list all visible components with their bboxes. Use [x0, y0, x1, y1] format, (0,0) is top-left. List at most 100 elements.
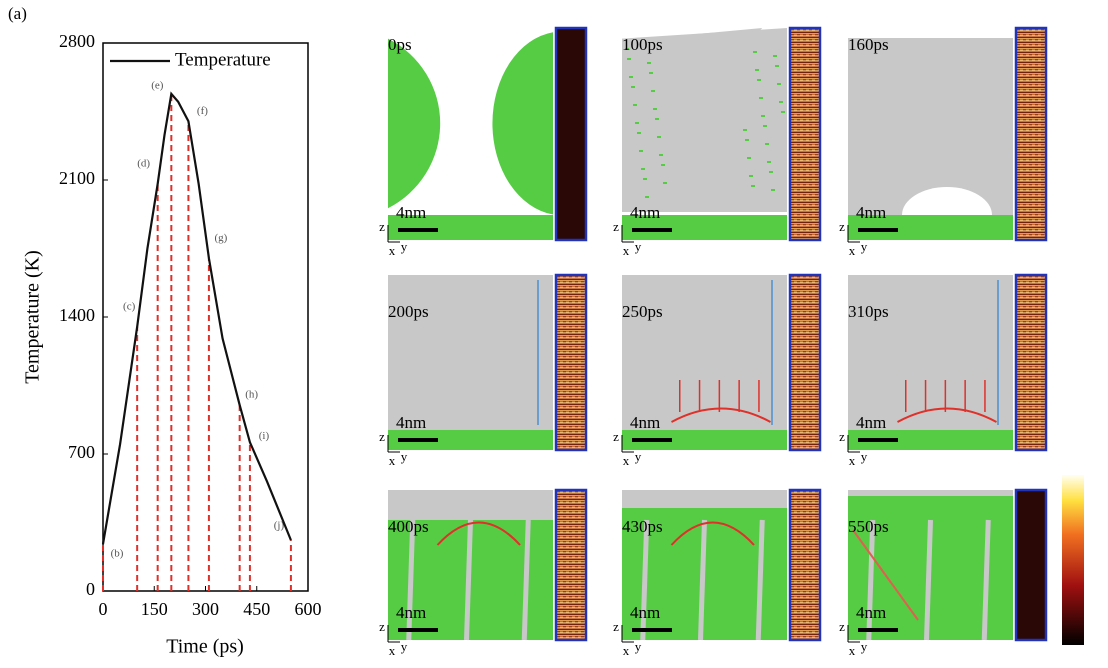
snapshot: 310ps 4nm zx y [839, 273, 1048, 468]
snapshot-shape [1014, 26, 1048, 242]
x-tick-label: 150 [141, 599, 168, 619]
axis-letter: x [623, 243, 630, 258]
snapshot-shape [655, 118, 659, 120]
snapshot-shape [769, 171, 773, 173]
marker-label: (j) [274, 520, 285, 532]
marker-label: (c) [123, 300, 136, 312]
x-tick-label: 300 [192, 599, 219, 619]
snapshot-shape [788, 273, 822, 452]
axis-letter: y [861, 639, 868, 654]
scale-bar-label: 4nm [396, 203, 426, 222]
axis-letter: x [623, 643, 630, 658]
axis-letter: z [613, 219, 619, 234]
snapshot-shape [751, 185, 755, 187]
snapshot-shape [788, 488, 822, 642]
axis-letter: z [839, 619, 845, 634]
colorbar [1062, 475, 1084, 645]
scale-bar-label: 4nm [856, 203, 886, 222]
snapshot-shape [848, 490, 1013, 496]
axis-letter: z [379, 619, 385, 634]
snapshot-shape [622, 215, 787, 240]
snapshot: 200ps 4nm zx y [379, 273, 588, 468]
snapshot-time: 0ps [388, 35, 412, 54]
axis-letter: x [849, 453, 856, 468]
axis-letter: x [849, 243, 856, 258]
panel-label: (a) [8, 4, 27, 23]
x-tick-label: 600 [295, 599, 322, 619]
scale-bar-label: 4nm [396, 413, 426, 432]
axis-letter: z [613, 619, 619, 634]
x-tick-label: 0 [99, 599, 108, 619]
axis-letter: z [379, 429, 385, 444]
snapshot-shape [657, 136, 661, 138]
axis-letter: y [635, 449, 642, 464]
axis-letter: z [379, 219, 385, 234]
snapshot-shape [671, 407, 771, 423]
snapshot-shape [767, 161, 771, 163]
snapshot: 250ps 4nm zx y [613, 273, 822, 468]
snapshot-shape [771, 189, 775, 191]
snapshot-shape [1014, 273, 1048, 452]
snapshot-shape [643, 178, 647, 180]
snapshot-shape [745, 139, 749, 141]
snapshot-shape [779, 101, 783, 103]
scale-bar-label: 4nm [396, 603, 426, 622]
snapshot-shape [653, 108, 657, 110]
snapshot-shape [848, 275, 1013, 430]
y-tick-label: 0 [86, 579, 95, 599]
snapshot-shape [554, 488, 588, 642]
snapshot-shape [755, 519, 765, 641]
y-tick-label: 700 [68, 442, 95, 462]
snapshot-shape [406, 519, 416, 641]
marker-label: (d) [137, 157, 150, 169]
snapshot-shape [436, 521, 521, 546]
axis-letter: x [849, 643, 856, 658]
snapshot-shape [781, 111, 785, 113]
snapshot-time: 550ps [848, 517, 889, 536]
y-tick-label: 1400 [59, 305, 95, 325]
y-axis-label: Temperature (K) [22, 250, 44, 384]
axis-letter: y [861, 449, 868, 464]
snapshot-shape [554, 273, 588, 452]
snapshot-shape [521, 519, 531, 641]
snapshot-time: 160ps [848, 35, 889, 54]
snapshot-time: 250ps [622, 302, 663, 321]
y-tick-label: 2100 [59, 168, 95, 188]
snapshot-shape [649, 72, 653, 74]
snapshot-shape [743, 129, 747, 131]
scale-bar-label: 4nm [856, 603, 886, 622]
scale-bar-label: 4nm [630, 203, 660, 222]
snapshot-shape [698, 519, 707, 641]
marker-label: (i) [259, 430, 270, 442]
snapshot-shape [388, 430, 553, 450]
marker-label: (h) [245, 389, 258, 401]
axis-letter: y [401, 639, 408, 654]
snapshot-time: 200ps [388, 302, 429, 321]
snapshot-shape [637, 132, 641, 134]
snapshot-shape [775, 65, 779, 67]
marker-label: (e) [151, 79, 164, 91]
x-axis-label: Time (ps) [166, 636, 244, 658]
snapshot-shape [622, 490, 787, 508]
axis-letter: z [613, 429, 619, 444]
snapshot-shape [388, 275, 553, 430]
snapshot-shape [852, 529, 919, 621]
snapshot-shape [788, 26, 822, 242]
snapshot-shape [659, 154, 663, 156]
axis-letter: x [389, 453, 396, 468]
scale-bar-label: 4nm [630, 413, 660, 432]
snapshot-shape [647, 62, 651, 64]
snapshot-shape [641, 168, 645, 170]
snapshot-shape [755, 69, 759, 71]
snapshot-shape [645, 196, 649, 198]
snapshot-shape [670, 521, 755, 546]
snapshot-time: 310ps [848, 302, 889, 321]
x-tick-label: 450 [243, 599, 270, 619]
snapshot-shape [627, 58, 631, 60]
snapshot-shape [651, 90, 655, 92]
snapshot-shape [848, 430, 1013, 450]
y-tick-label: 2800 [59, 31, 95, 51]
scale-bar-label: 4nm [856, 413, 886, 432]
axis-letter: y [861, 239, 868, 254]
snapshot-shape [646, 28, 763, 212]
